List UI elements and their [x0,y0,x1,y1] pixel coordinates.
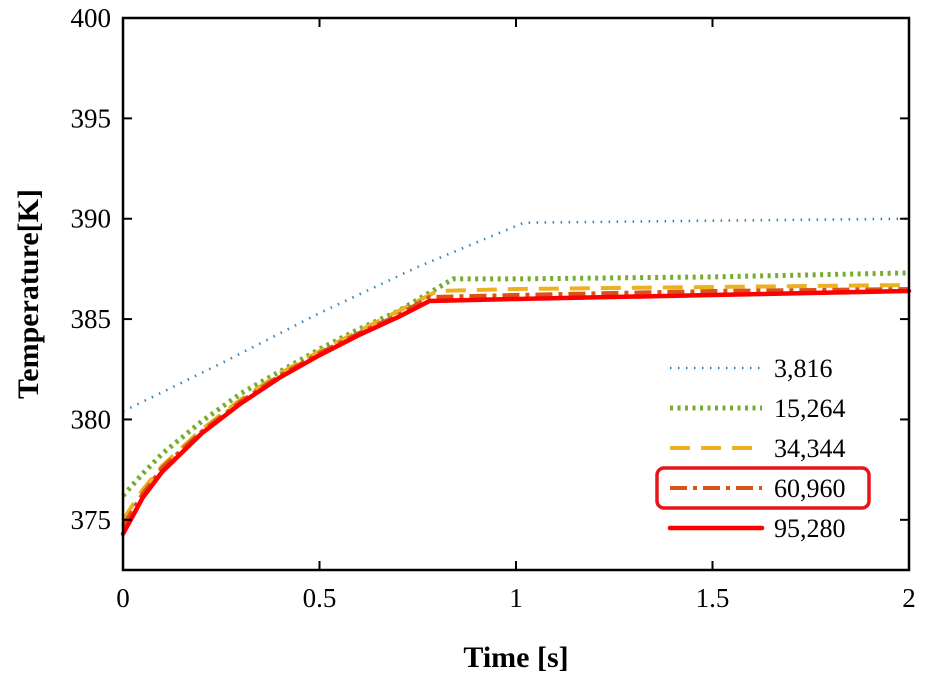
legend-highlight-box [655,466,871,510]
x-tick-label: 1.5 [696,583,730,613]
legend-label: 95,280 [774,514,846,543]
x-tick-label: 2 [902,583,916,613]
y-tick-label: 400 [71,3,112,33]
y-tick-label: 395 [71,103,112,133]
x-tick-label: 0 [116,583,130,613]
x-axis-title: Time [s] [463,641,568,674]
legend-label: 60,960 [774,474,846,503]
series-layer [120,217,912,537]
legend-label: 15,264 [774,394,846,423]
legend-label: 34,344 [774,434,846,463]
x-tick-label: 0.5 [303,583,337,613]
y-tick-label: 385 [71,304,112,334]
x-tick-label: 1 [509,583,523,613]
series-line-1 [122,217,910,413]
series-line-5 [120,288,912,537]
legend-label: 3,816 [774,354,833,383]
y-tick-label: 380 [71,404,112,434]
y-tick-label: 375 [71,505,112,535]
legend: 3,816 15,264 34,344 60,960 95,280 [655,354,871,543]
axis-ticks: 0 0.5 1 1.5 2 375 380 385 390 395 400 [71,3,916,613]
y-tick-label: 390 [71,204,112,234]
y-axis-title: Temperature[K] [12,189,45,399]
